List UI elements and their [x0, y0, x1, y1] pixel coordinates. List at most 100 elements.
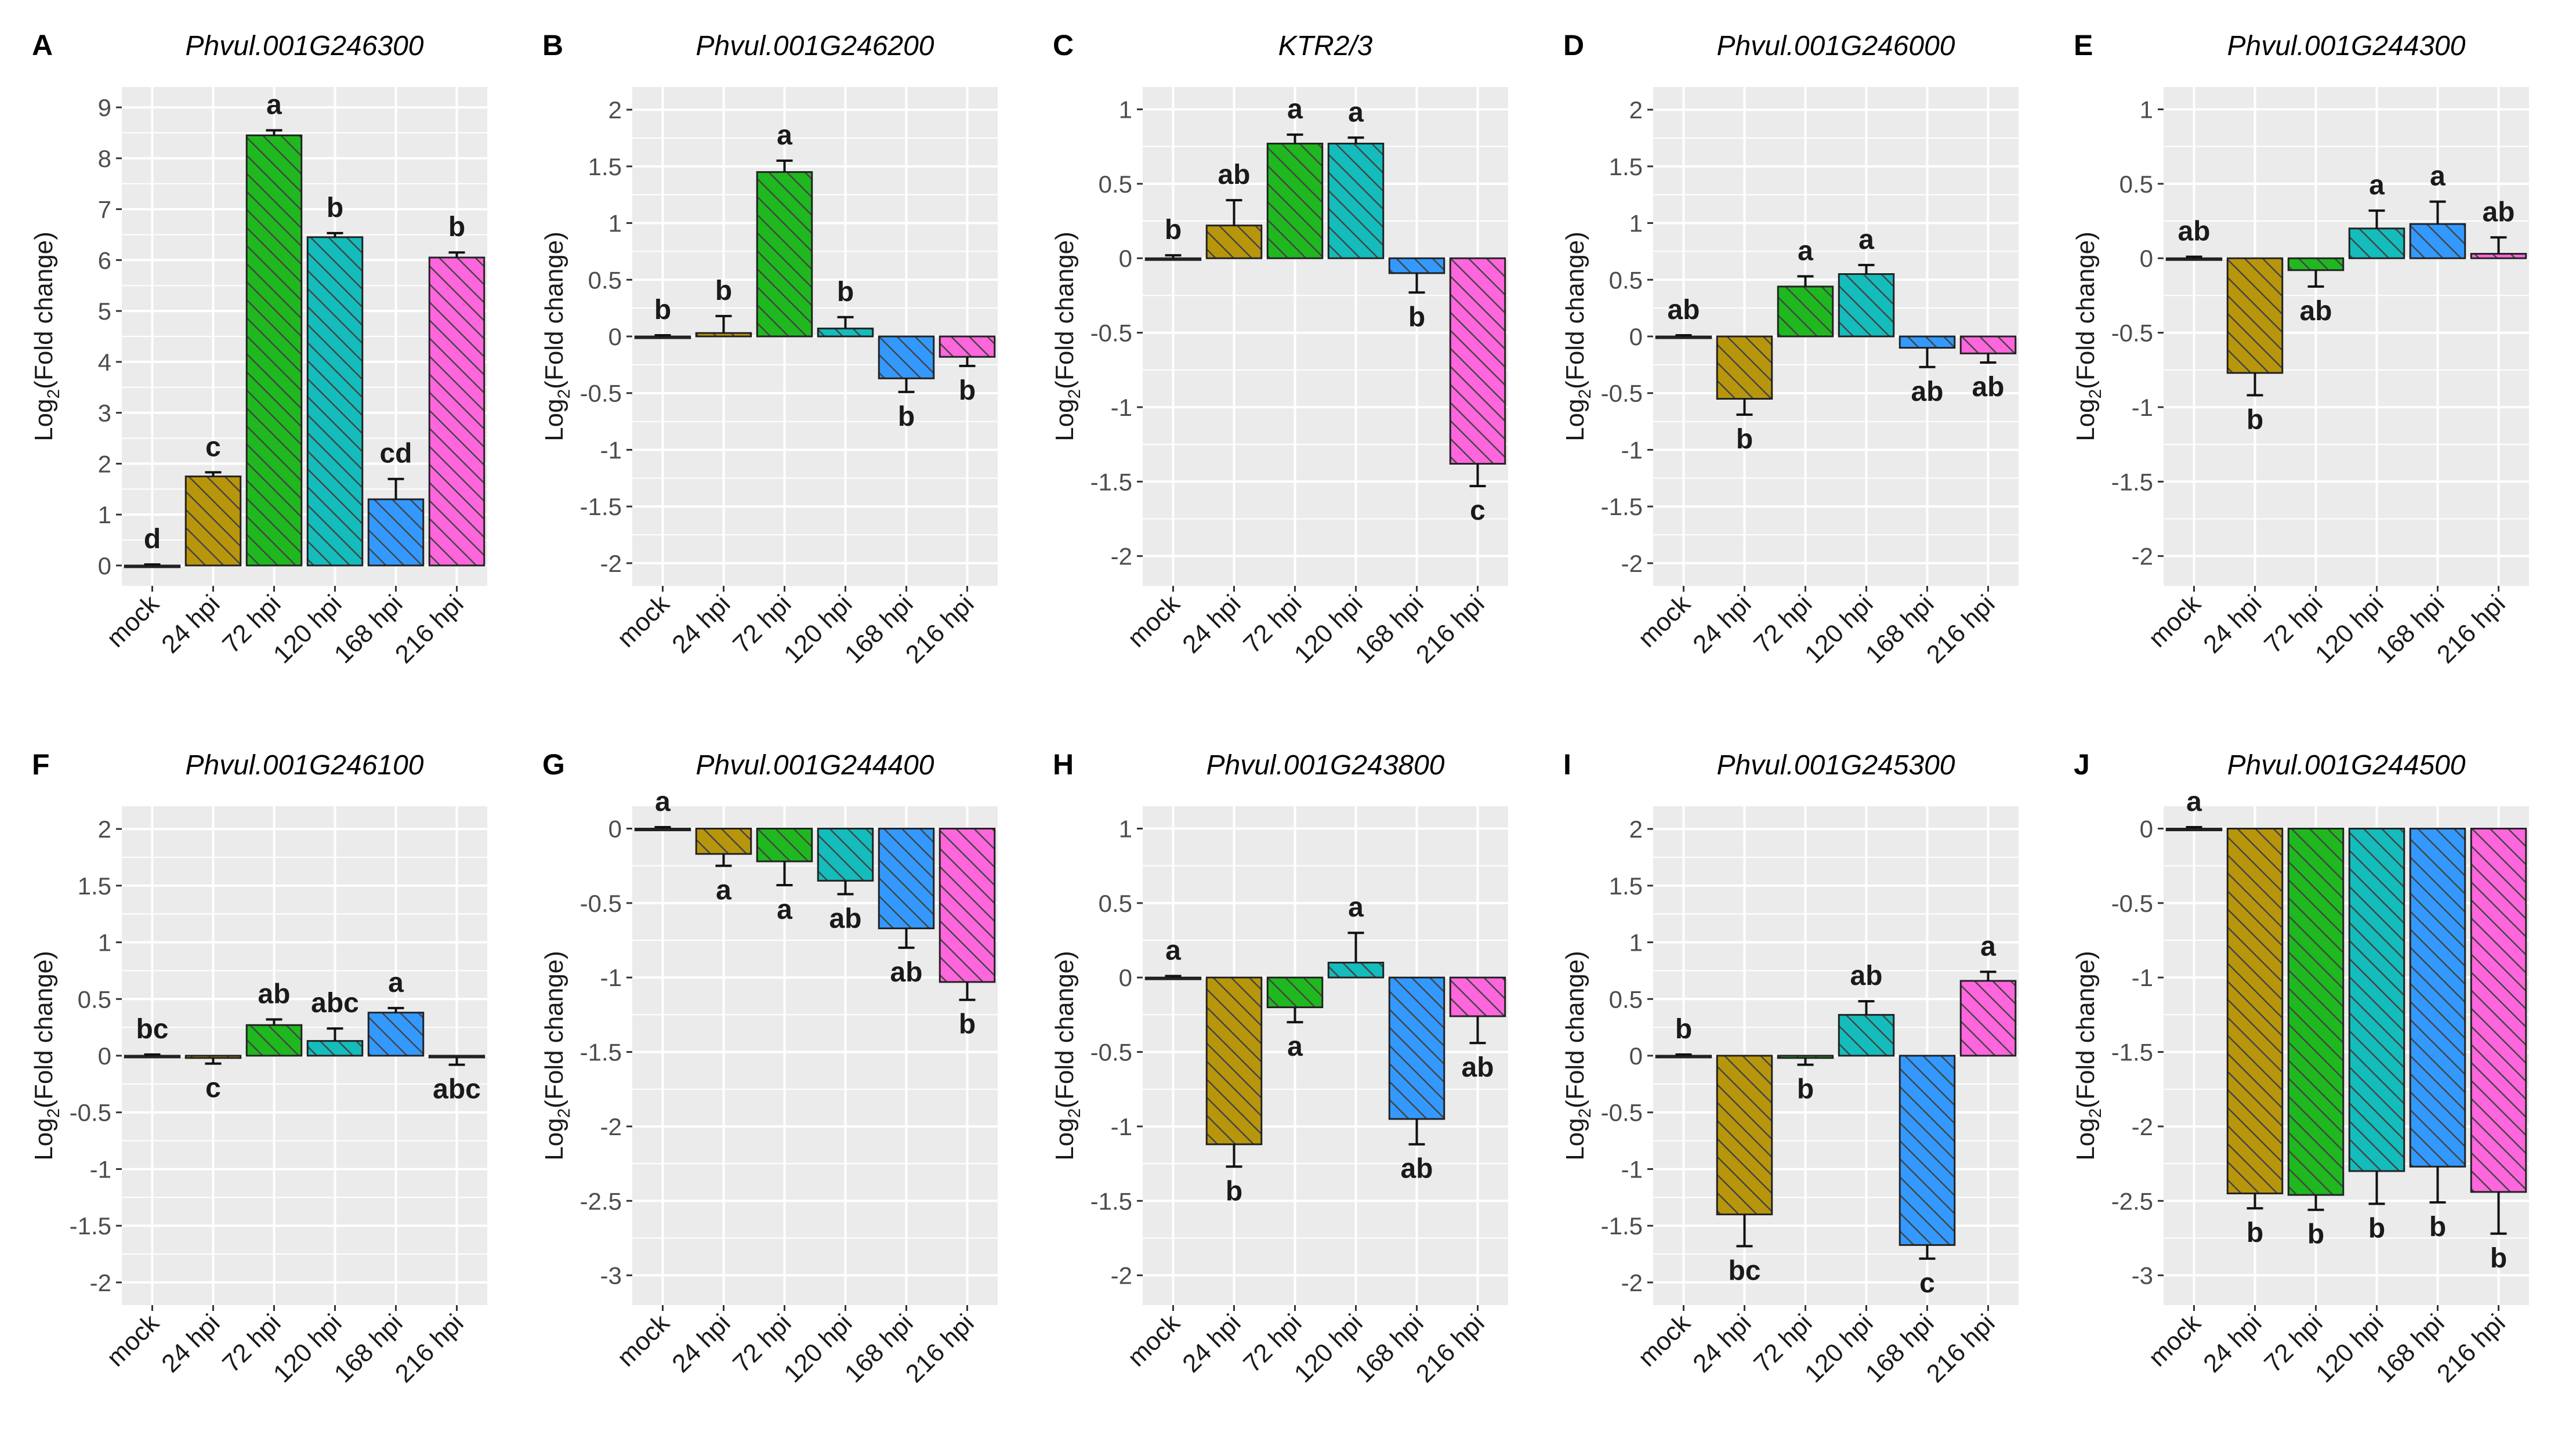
- y-tick-label: 0.5: [2120, 171, 2153, 198]
- y-tick-label: 1.5: [588, 153, 622, 180]
- y-tick-label: -2: [600, 550, 622, 577]
- y-tick-label: -2: [1111, 1262, 1132, 1289]
- significance-label: b: [2490, 1243, 2507, 1274]
- y-axis-title-subscript: 2: [555, 1108, 574, 1118]
- panel-label: J: [2074, 748, 2090, 781]
- y-tick-label: -1: [90, 1155, 111, 1183]
- bar-hatch: [428, 256, 486, 567]
- significance-label: ab: [1850, 961, 1882, 991]
- bar-hatch: [124, 1055, 181, 1059]
- bar-hatch: [1899, 1055, 1956, 1246]
- y-tick-label: 0.5: [588, 266, 622, 294]
- bar-hatch: [1205, 976, 1263, 1146]
- bar-hatch: [634, 335, 691, 339]
- significance-label: ab: [890, 957, 922, 988]
- y-tick-label: 0.5: [78, 986, 111, 1013]
- y-tick-label: 1: [2140, 96, 2153, 124]
- x-tick-label: 216 hpi: [1921, 589, 2001, 669]
- y-tick-label: 1: [1629, 210, 1643, 237]
- x-tick-label: mock: [2143, 589, 2207, 653]
- x-tick-label: 120 hpi: [2310, 589, 2389, 669]
- y-tick-label: 1: [98, 501, 111, 528]
- y-tick-label: -1.5: [1090, 468, 1132, 495]
- bar-hatch: [878, 828, 935, 930]
- significance-label: b: [1226, 1176, 1242, 1207]
- chart-panel-i: I Phvul.001G245300-2-1.5-1-0.500.511.52Lo…: [1561, 748, 2019, 1388]
- significance-label: b: [1165, 215, 1182, 245]
- y-axis-title-main: Log: [2071, 398, 2100, 441]
- bar-hatch: [184, 475, 242, 567]
- y-tick-label: -1: [2132, 964, 2153, 991]
- y-tick-label: 0.5: [1099, 890, 1132, 917]
- plot-background: [632, 806, 998, 1305]
- y-tick-label: 5: [98, 298, 111, 325]
- y-tick-label: 7: [98, 196, 111, 223]
- y-tick-label: -1.5: [580, 1039, 622, 1066]
- x-tick-label: 216 hpi: [2432, 1309, 2511, 1388]
- x-tick-label: 24 hpi: [666, 1309, 736, 1378]
- bar-hatch: [1449, 976, 1506, 1017]
- x-tick-label: 168 hpi: [2371, 1309, 2450, 1388]
- significance-label: a: [1348, 892, 1364, 923]
- significance-label: abc: [311, 988, 359, 1019]
- x-tick-label: 168 hpi: [2371, 589, 2450, 669]
- y-axis-title-subscript: 2: [44, 1108, 63, 1118]
- bar-hatch: [2470, 828, 2527, 1193]
- y-tick-label: 0.5: [1609, 986, 1643, 1013]
- x-tick-label: 168 hpi: [1350, 1309, 1429, 1388]
- x-tick-label: 216 hpi: [1411, 1309, 1490, 1388]
- bar-hatch: [1959, 335, 2017, 354]
- bar-hatch: [2348, 828, 2405, 1172]
- x-tick-label: mock: [1633, 1309, 1697, 1372]
- bar-hatch: [1655, 335, 1712, 339]
- significance-label: b: [715, 276, 732, 306]
- significance-label: b: [2247, 404, 2263, 435]
- significance-label: a: [2430, 161, 2445, 192]
- significance-label: b: [1675, 1014, 1692, 1045]
- bar-hatch: [245, 1024, 303, 1057]
- significance-label: b: [898, 401, 915, 432]
- significance-label: abc: [433, 1074, 481, 1105]
- y-tick-label: -1: [600, 964, 622, 991]
- bar-hatch: [1388, 257, 1445, 274]
- y-tick-label: 0: [1629, 323, 1643, 350]
- y-axis-title: Log2(Fold change): [540, 231, 574, 441]
- significance-label: b: [959, 375, 976, 406]
- significance-label: a: [777, 120, 792, 151]
- y-tick-label: -2.5: [580, 1187, 622, 1215]
- x-tick-label: 168 hpi: [839, 1309, 919, 1388]
- bar-hatch: [1205, 224, 1263, 259]
- significance-label: b: [2368, 1213, 2385, 1244]
- y-tick-label: -2: [2132, 543, 2153, 570]
- y-tick-label: 0: [1629, 1042, 1643, 1070]
- bar-hatch: [2165, 828, 2223, 832]
- significance-label: cd: [379, 439, 412, 469]
- x-tick-label: mock: [1633, 589, 1697, 653]
- chart-panel-b: B Phvul.001G246200-2-1.5-1-0.500.511.52Lo…: [540, 29, 998, 669]
- y-tick-label: 0: [2140, 245, 2153, 272]
- panel-title: Phvul.001G246000: [1717, 31, 1955, 61]
- bar-hatch: [306, 236, 364, 567]
- significance-label: ab: [1972, 372, 2004, 403]
- significance-label: a: [777, 894, 792, 925]
- significance-label: ab: [1911, 376, 1943, 407]
- bar-hatch: [1327, 143, 1385, 259]
- x-tick-label: 120 hpi: [268, 589, 347, 669]
- y-tick-label: -1.5: [70, 1212, 111, 1240]
- bar-hatch: [1838, 1014, 1895, 1057]
- x-tick-label: 24 hpi: [156, 589, 225, 658]
- x-tick-label: 120 hpi: [778, 1309, 858, 1388]
- x-tick-label: 24 hpi: [2198, 1309, 2267, 1378]
- significance-label: b: [2429, 1212, 2446, 1242]
- x-tick-label: 120 hpi: [1289, 589, 1368, 669]
- y-tick-label: 1: [98, 929, 111, 956]
- panel-label: G: [542, 748, 565, 781]
- bar-hatch: [2226, 257, 2284, 374]
- y-axis-title: Log2(Fold change): [1050, 951, 1084, 1161]
- y-axis-title-subscript: 2: [555, 389, 574, 399]
- significance-label: a: [1348, 97, 1364, 128]
- y-tick-label: 0: [608, 816, 622, 843]
- y-tick-label: -1: [1621, 1155, 1643, 1183]
- significance-label: b: [959, 1009, 976, 1040]
- panel-label: C: [1053, 29, 1074, 61]
